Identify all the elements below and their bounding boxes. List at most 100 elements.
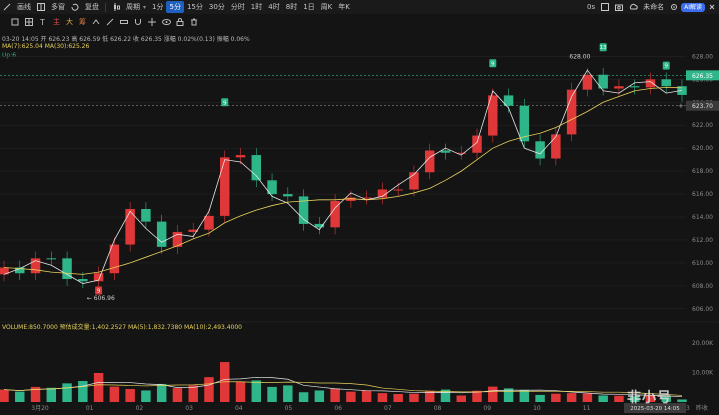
- volume-bar: [566, 393, 577, 402]
- volume-bar: [93, 372, 104, 402]
- settings-icon[interactable]: [669, 2, 679, 12]
- refresh-interval[interactable]: 0s: [587, 3, 596, 11]
- compare-icon[interactable]: [91, 17, 101, 27]
- y-tick-label: 612.00: [692, 237, 713, 244]
- candle-body: [125, 208, 135, 245]
- eye-icon[interactable]: [161, 17, 171, 27]
- candle-body: [424, 150, 435, 173]
- period-1m[interactable]: 1分: [152, 3, 164, 11]
- candle-body: [519, 105, 530, 142]
- layout-name[interactable]: 未命名: [643, 3, 665, 11]
- period-30m[interactable]: 30分: [208, 3, 225, 11]
- volume-bar: [582, 393, 593, 402]
- x-tick-label: 06: [334, 405, 342, 412]
- volume-bar: [361, 390, 372, 402]
- screenshot-icon[interactable]: [614, 2, 624, 12]
- candle-body: [30, 258, 41, 274]
- volume-bar: [30, 386, 41, 402]
- y-tick-label: 608.00: [692, 283, 713, 290]
- collapse-icon[interactable]: [707, 2, 717, 12]
- replay-button[interactable]: 复盘: [85, 3, 99, 11]
- candle-body: [267, 180, 277, 195]
- draw-line-icon[interactable]: [2, 2, 12, 12]
- candle-body: [582, 74, 593, 90]
- ma30-line: [3, 86, 683, 275]
- crosshair-price-label: 623.70: [692, 103, 713, 110]
- candle-body: [551, 134, 561, 159]
- td-marker: [221, 98, 229, 107]
- candle-body: [109, 244, 120, 274]
- ai-analysis-button[interactable]: AI解读: [681, 2, 705, 12]
- td-marker-label: 9: [664, 64, 668, 70]
- period-5m[interactable]: 5分: [166, 1, 184, 13]
- candle-body: [661, 79, 671, 87]
- period-15m[interactable]: 15分: [186, 3, 203, 11]
- volume-bar: [15, 391, 25, 402]
- candle-body: [598, 74, 608, 89]
- x-tick-label: 10: [533, 405, 541, 412]
- period-week[interactable]: 周K: [320, 3, 333, 11]
- volume-bar: [614, 395, 624, 402]
- replay-icon: [70, 2, 80, 12]
- volume-bar: [551, 393, 561, 402]
- volume-bar: [220, 362, 230, 402]
- volume-bar: [204, 377, 214, 402]
- td-marker-label: 9: [491, 61, 495, 67]
- volume-bar: [46, 387, 57, 402]
- magnet-icon[interactable]: [133, 17, 143, 27]
- candle-body: [535, 141, 545, 159]
- period-8h[interactable]: 8时: [285, 3, 298, 11]
- x-tick-label: 02: [136, 405, 144, 412]
- fullscreen-icon[interactable]: [600, 2, 610, 12]
- volume-bar: [156, 383, 167, 402]
- multi-window-button[interactable]: 多窗: [51, 3, 65, 11]
- candle-body: [251, 155, 262, 181]
- volume-bar: [188, 385, 198, 402]
- cloud-icon[interactable]: [628, 2, 638, 12]
- period-1d[interactable]: 1日: [303, 3, 315, 11]
- pen-icon[interactable]: [105, 17, 115, 27]
- period-4h[interactable]: 4时: [268, 3, 280, 11]
- candle-body: [141, 208, 151, 222]
- volume-bar: [424, 391, 435, 402]
- ma7-line: [3, 69, 683, 285]
- period-year[interactable]: 年K: [338, 3, 350, 11]
- volume-bar: [409, 393, 419, 402]
- volume-bar: [78, 380, 88, 402]
- x-tick-label: 07: [384, 405, 392, 412]
- volume-bar: [314, 390, 325, 402]
- volume-bar: [661, 396, 671, 402]
- big-order-tab[interactable]: 大: [66, 18, 73, 26]
- trash-icon[interactable]: [189, 17, 199, 27]
- ma-info: MA(7):625.04 MA(30):625.26: [2, 43, 89, 50]
- x-tick-label: 03: [185, 405, 193, 412]
- period-1h[interactable]: 1时: [250, 3, 263, 11]
- main-indicator-tab[interactable]: 主: [53, 18, 60, 26]
- candle-type-icon[interactable]: [111, 2, 121, 12]
- period-label[interactable]: 周期: [126, 3, 140, 11]
- lock-icon[interactable]: [175, 17, 185, 27]
- chips-tab[interactable]: 筹: [79, 18, 86, 26]
- volume-bar: [346, 391, 356, 402]
- volume-bar: [393, 394, 403, 402]
- candle-body: [629, 86, 640, 88]
- crosshair-icon[interactable]: [147, 17, 157, 27]
- candle-body: [456, 152, 466, 154]
- high-price-label: 628.00: [569, 53, 590, 60]
- candle-body: [361, 197, 372, 199]
- crosshair-time-label: 2025-03-20 14:05: [630, 406, 680, 412]
- period-timeshare[interactable]: 分时: [230, 3, 245, 11]
- divider: [105, 2, 106, 12]
- y-tick-label: 622.00: [692, 122, 713, 129]
- ruler-icon[interactable]: [119, 17, 129, 27]
- settings-icon[interactable]: [10, 17, 20, 27]
- up-count: Up:6: [2, 52, 17, 59]
- y-tick-label: 606.00: [692, 306, 713, 313]
- volume-bar: [645, 395, 656, 402]
- text-icon[interactable]: T: [38, 17, 48, 27]
- draw-line-button[interactable]: 画线: [17, 3, 31, 11]
- volume-bar: [440, 389, 451, 402]
- grid-icon[interactable]: [24, 17, 34, 27]
- volume-bar: [503, 388, 514, 402]
